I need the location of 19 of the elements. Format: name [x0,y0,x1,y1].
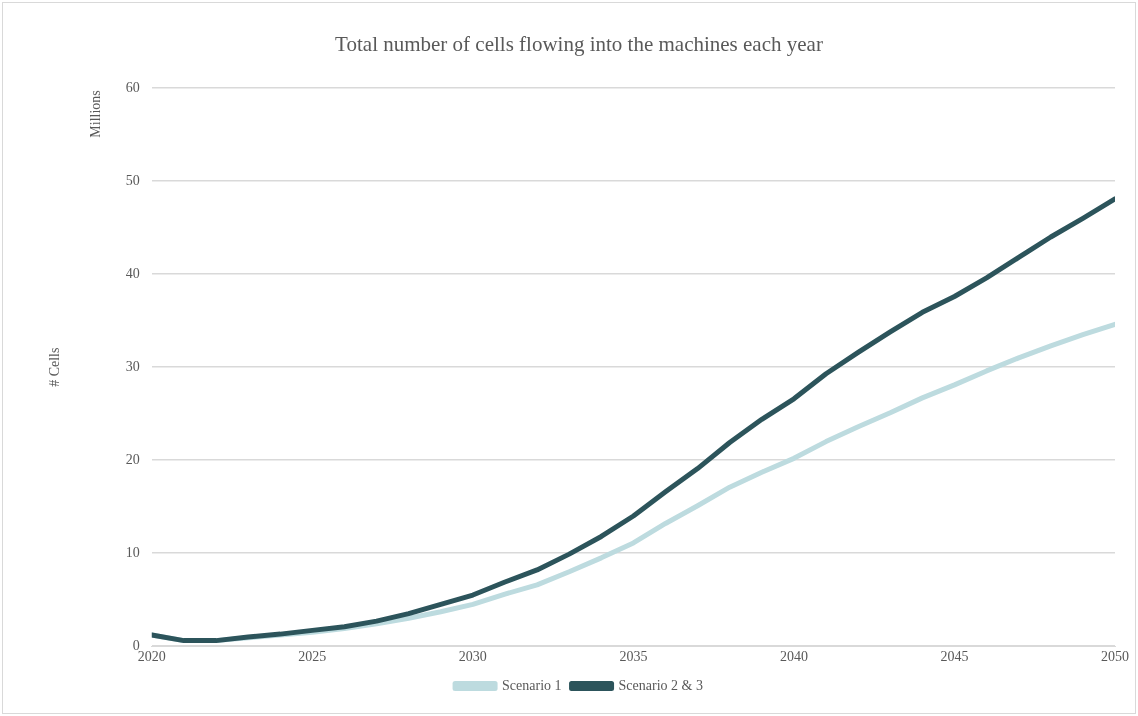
legend-label: Scenario 1 [502,677,562,693]
y-axis-title: # Cells [47,347,63,387]
text: Millions [88,90,104,138]
x-tick-label: 2030 [458,649,487,665]
x-tick-label: 2040 [779,649,808,665]
y-tick-label: 30 [125,358,140,374]
x-tick-label: 2035 [619,649,648,665]
x-tick-label: 2025 [298,649,327,665]
y-tick-label: 10 [125,544,140,560]
x-tick-label: 2020 [137,649,166,665]
legend-label: Scenario 2 & 3 [618,677,703,693]
y-tick-label: 60 [125,79,140,95]
x-tick-label: 2050 [1101,649,1129,665]
y-tick-label: 0 [132,637,140,653]
chart-title: Total number of cells flowing into the machines each year [335,32,823,57]
x-tick-label: 2045 [940,649,969,665]
y-tick-label: 40 [125,265,140,281]
y-tick-label: 50 [125,172,140,188]
y-tick-label: 20 [125,451,140,467]
